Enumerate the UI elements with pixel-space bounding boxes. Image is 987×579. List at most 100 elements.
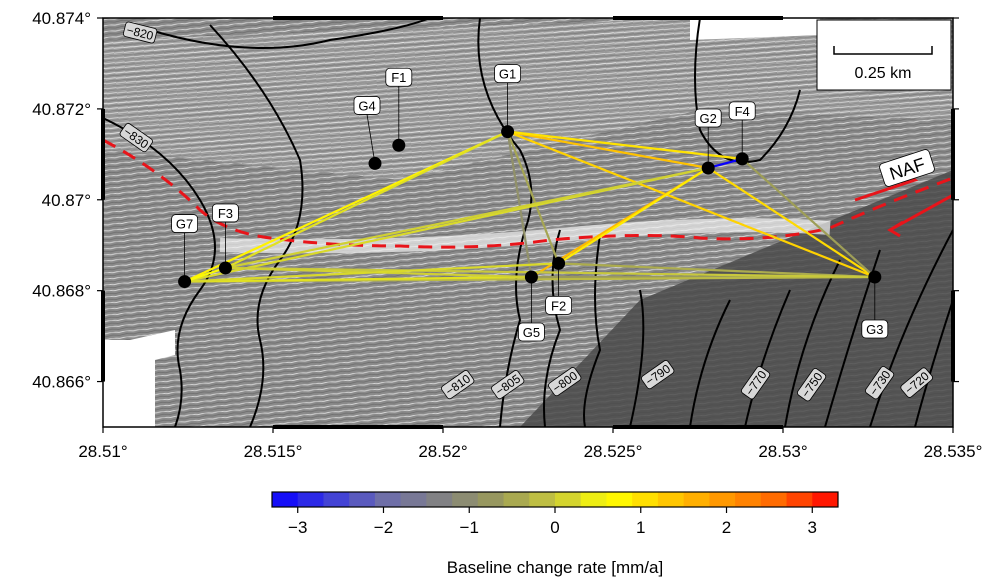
frame-bar-left bbox=[101, 290, 105, 382]
station-label-g1: G1 bbox=[499, 67, 516, 82]
y-tick-label: 40.874° bbox=[32, 9, 91, 28]
colorbar-cell bbox=[272, 492, 299, 507]
station-label-g7: G7 bbox=[176, 217, 193, 232]
colorbar-tick-label: 2 bbox=[722, 518, 731, 537]
colorbar-cell bbox=[503, 492, 530, 507]
bathymetry-no-data-lower-left bbox=[103, 330, 175, 427]
baseline-G1-F2 bbox=[506, 130, 560, 265]
scale-bar-line bbox=[833, 46, 933, 55]
colorbar-label: Baseline change rate [mm/a] bbox=[447, 558, 663, 577]
fault-arrow-lower bbox=[887, 193, 953, 238]
contour-line bbox=[689, 299, 731, 427]
baseline-G2-F2 bbox=[557, 166, 710, 265]
colorbar-cell bbox=[349, 492, 376, 507]
x-tick-label: 28.51° bbox=[78, 442, 127, 461]
contour-line bbox=[477, 18, 533, 427]
station-label-box-f1 bbox=[385, 67, 413, 87]
contour-line bbox=[629, 289, 645, 427]
colorbar-cell bbox=[297, 492, 324, 507]
station-marker-g1 bbox=[501, 125, 515, 139]
scale-bar-label: 0.25 km bbox=[855, 65, 912, 82]
baseline-G3-F2 bbox=[557, 262, 876, 279]
station-label-box-g4 bbox=[353, 96, 381, 115]
y-tick-label: 40.87° bbox=[42, 191, 91, 210]
scale-bar: 0.25 km bbox=[816, 19, 952, 91]
station-label-g5: G5 bbox=[523, 325, 540, 340]
colorbar-tick-label: 0 bbox=[550, 518, 559, 537]
baseline-G5-G7 bbox=[183, 275, 533, 283]
colorbar-cell bbox=[735, 492, 762, 507]
station-marker-g4 bbox=[368, 156, 382, 170]
scale-bar-box bbox=[816, 19, 952, 91]
map-area: −820 −830 −810 −805 −800 −790 −770 −750 … bbox=[103, 18, 953, 427]
baseline-G1-G5 bbox=[506, 130, 533, 279]
station-label-g2: G2 bbox=[700, 111, 717, 126]
colorbar-tick-label: −1 bbox=[460, 518, 479, 537]
contour-line bbox=[209, 24, 304, 427]
colorbar-cell bbox=[323, 492, 350, 507]
x-tick-label: 28.52° bbox=[418, 442, 467, 461]
map-frame bbox=[102, 17, 954, 428]
colorbar-cell bbox=[606, 492, 633, 507]
fault-trace bbox=[103, 138, 953, 249]
colorbar-cell bbox=[760, 492, 788, 507]
stations: G1 G2 G3 G4 G5 G7 F1 F2 F3 F4 bbox=[171, 64, 889, 342]
station-label-box-g3 bbox=[861, 319, 889, 339]
colorbar-tick-label: 1 bbox=[636, 518, 645, 537]
station-marker-g5 bbox=[524, 270, 538, 284]
station-label-box-g2 bbox=[694, 108, 722, 128]
y-axis-ticks: 40.874° 40.872° 40.87° 40.868° 40.866° bbox=[32, 9, 959, 392]
baseline-G1-F4 bbox=[506, 130, 744, 160]
station-label-f3: F3 bbox=[218, 206, 233, 221]
colorbar-cell bbox=[786, 492, 813, 507]
colorbar-cell bbox=[529, 492, 556, 507]
colorbar-cell bbox=[657, 492, 685, 507]
baseline-G2-G3 bbox=[707, 166, 876, 279]
baseline-G7-F3 bbox=[183, 266, 227, 283]
station-label-box-f2 bbox=[545, 295, 572, 315]
baseline-G1-F3 bbox=[224, 130, 509, 270]
colorbar-tick-label: −2 bbox=[374, 518, 393, 537]
station-label-f4: F4 bbox=[735, 104, 750, 119]
x-axis-ticks: 28.51° 28.515° 28.52° 28.525° 28.53° 28.535° bbox=[78, 427, 982, 461]
colorbar-tick-label: 3 bbox=[808, 518, 817, 537]
colorbar-cell bbox=[683, 492, 710, 507]
bathymetry-light-zone bbox=[103, 18, 953, 180]
colorbar-cells bbox=[272, 492, 839, 507]
station-label-box-f3 bbox=[211, 203, 239, 223]
contour-line bbox=[583, 234, 602, 427]
contour-line bbox=[744, 289, 791, 427]
frame-bar-top bbox=[613, 16, 783, 20]
y-tick-label: 40.866° bbox=[32, 373, 91, 392]
colorbar: −3 −2 −1 0 1 2 3 Baseline change rate [mm/a] bbox=[271, 491, 839, 577]
colorbar-cell bbox=[709, 492, 736, 507]
station-label-box-g1 bbox=[494, 64, 522, 84]
colorbar-cell bbox=[400, 492, 427, 507]
colorbar-cell bbox=[477, 492, 505, 507]
y-tick-label: 40.872° bbox=[32, 100, 91, 119]
colorbar-cell bbox=[812, 492, 839, 507]
colorbar-tick-label: −3 bbox=[288, 518, 307, 537]
contour-label: −820 bbox=[125, 23, 155, 43]
station-label-box-g7 bbox=[171, 214, 199, 233]
colorbar-cell bbox=[632, 492, 659, 507]
station-label-g4: G4 bbox=[358, 98, 375, 113]
contour-line bbox=[149, 18, 431, 49]
x-tick-label: 28.535° bbox=[924, 442, 983, 461]
station-marker-g2 bbox=[701, 161, 715, 175]
frame-bar-top bbox=[273, 16, 443, 20]
fault-label-box bbox=[879, 149, 935, 187]
frame-bar-right bbox=[951, 290, 955, 382]
baseline-G1-G2 bbox=[506, 130, 710, 170]
colorbar-cell bbox=[426, 492, 453, 507]
colorbar-cell bbox=[374, 492, 402, 507]
contour-line bbox=[914, 299, 953, 427]
baseline-G7-F2 bbox=[183, 262, 560, 283]
baseline-G3-F3 bbox=[224, 266, 876, 279]
frame-border-bars bbox=[101, 16, 955, 429]
baseline-G1-G3 bbox=[506, 130, 876, 279]
colorbar-cell bbox=[555, 492, 582, 507]
station-marker-g7 bbox=[178, 275, 192, 289]
station-marker-g3 bbox=[868, 270, 882, 284]
